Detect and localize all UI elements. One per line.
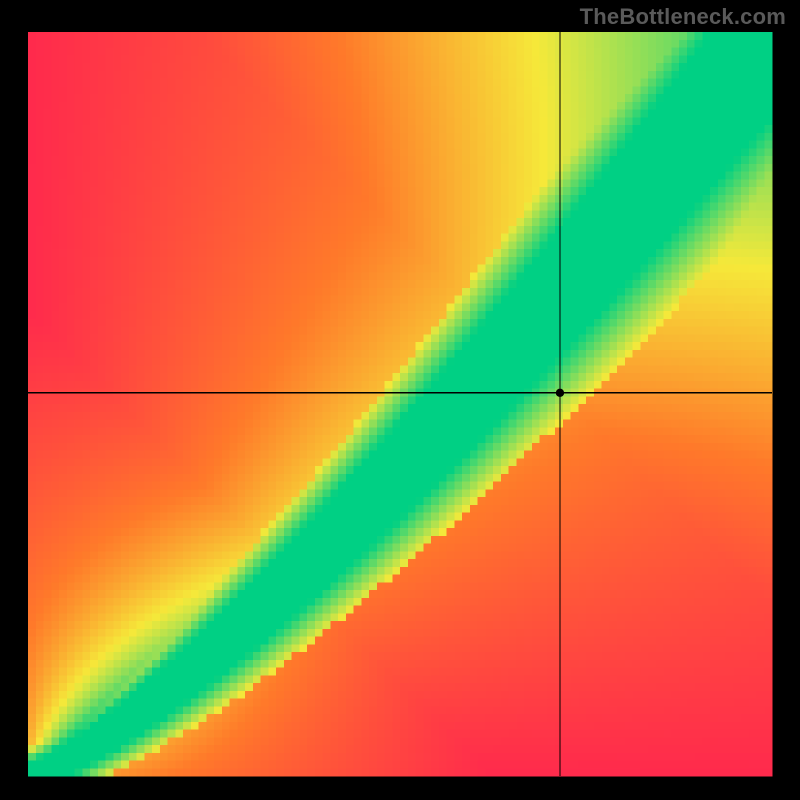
watermark-text: TheBottleneck.com: [580, 4, 786, 30]
heatmap-cells: [28, 32, 773, 777]
crosshair-marker: [556, 389, 564, 397]
bottleneck-heatmap: [0, 0, 800, 800]
